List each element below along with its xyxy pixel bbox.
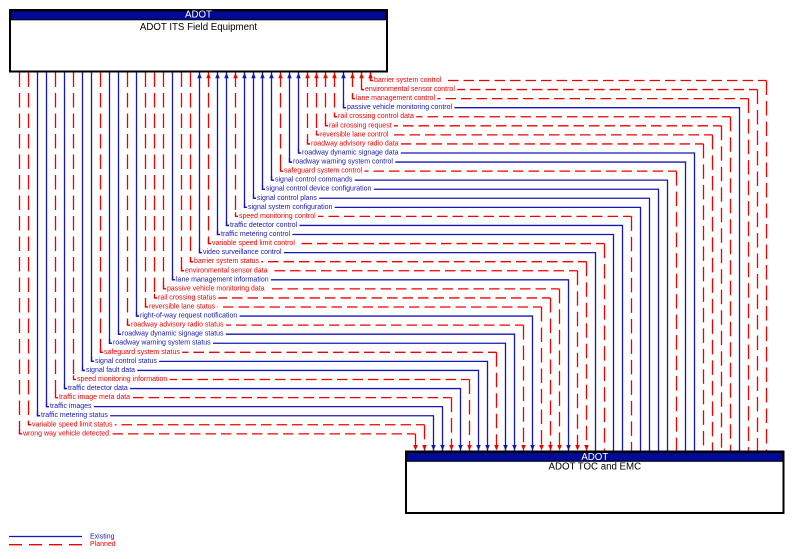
svg-text:right-of-way request notificat: right-of-way request notification (140, 313, 237, 320)
svg-text:speed monitoring information: speed monitoring information (77, 376, 167, 383)
svg-text:Existing: Existing (90, 534, 115, 541)
svg-text:reversible lane status: reversible lane status (149, 304, 216, 311)
svg-text:barrier system control: barrier system control (374, 77, 442, 84)
svg-text:barrier system status: barrier system status (194, 258, 259, 265)
svg-text:rail crossing control data: rail crossing control data (338, 113, 414, 120)
svg-text:rail crossing request: rail crossing request (329, 122, 392, 129)
svg-text:speed monitoring control: speed monitoring control (239, 213, 316, 220)
svg-text:roadway dynamic signage status: roadway dynamic signage status (122, 331, 224, 338)
svg-text:roadway dynamic signage data: roadway dynamic signage data (302, 150, 399, 157)
svg-text:traffic detector data: traffic detector data (68, 385, 128, 392)
svg-text:ADOT ITS Field Equipment: ADOT ITS Field Equipment (140, 22, 257, 33)
svg-text:lane management control: lane management control (356, 95, 435, 102)
svg-text:roadway advisory radio data: roadway advisory radio data (311, 140, 399, 147)
svg-text:roadway warning system control: roadway warning system control (293, 159, 393, 166)
svg-text:signal system configuration: signal system configuration (248, 204, 333, 211)
svg-text:traffic metering control: traffic metering control (221, 231, 291, 238)
svg-text:roadway advisory radio status: roadway advisory radio status (131, 322, 224, 329)
svg-text:safeguard system status: safeguard system status (104, 349, 180, 356)
svg-text:passive vehicle monitoring con: passive vehicle monitoring control (347, 104, 452, 111)
svg-text:traffic images: traffic images (50, 403, 92, 410)
svg-text:rail crossing status: rail crossing status (158, 294, 216, 301)
svg-text:traffic metering status: traffic metering status (41, 412, 108, 419)
svg-text:passive vehicle monitoring dat: passive vehicle monitoring data (167, 285, 265, 292)
svg-text:ADOT TOC and EMC: ADOT TOC and EMC (548, 462, 641, 473)
svg-text:signal control plans: signal control plans (257, 195, 317, 202)
svg-text:roadway warning system status: roadway warning system status (113, 340, 211, 347)
svg-text:traffic detector control: traffic detector control (230, 222, 298, 229)
svg-text:wrong way vehicle detected: wrong way vehicle detected (22, 430, 109, 437)
svg-text:ADOT: ADOT (185, 10, 212, 21)
svg-text:environmental sensor data: environmental sensor data (185, 267, 268, 274)
svg-text:safeguard system control: safeguard system control (284, 168, 363, 175)
svg-text:signal control device configur: signal control device configuration (266, 186, 372, 193)
svg-text:traffic image meta data: traffic image meta data (59, 394, 130, 401)
svg-text:environmental sensor control: environmental sensor control (365, 86, 455, 93)
svg-text:lane management information: lane management information (176, 276, 269, 283)
svg-text:video surveillance control: video surveillance control (203, 249, 282, 256)
svg-text:ADOT: ADOT (581, 452, 608, 463)
svg-text:reversible lane control: reversible lane control (320, 131, 389, 138)
svg-text:signal control commands: signal control commands (275, 177, 353, 184)
svg-text:Planned: Planned (90, 541, 116, 548)
svg-text:signal fault data: signal fault data (86, 367, 135, 374)
svg-text:signal control status: signal control status (95, 358, 157, 365)
svg-text:variable speed limit status: variable speed limit status (32, 421, 113, 428)
svg-text:variable speed limit control: variable speed limit control (212, 240, 295, 247)
